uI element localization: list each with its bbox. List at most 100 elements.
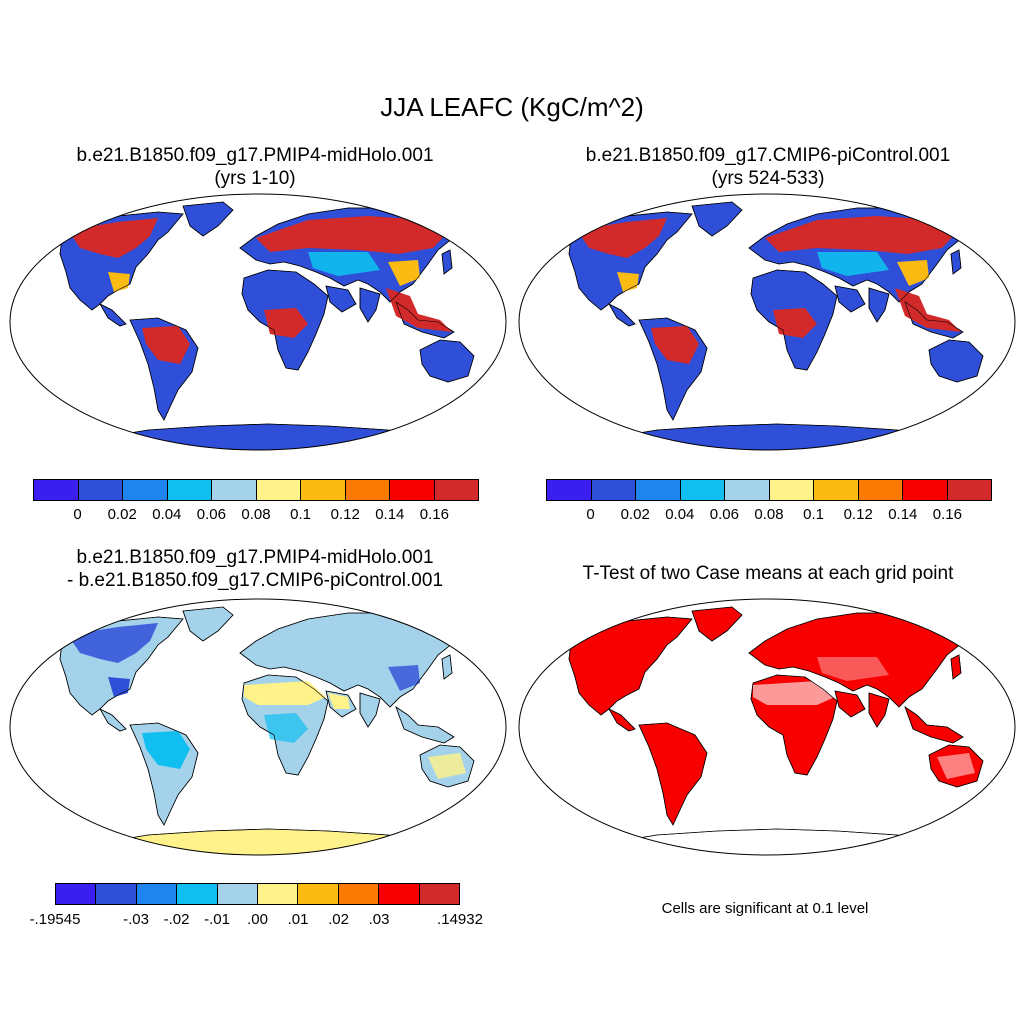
panel-title-line1: T-Test of two Case means at each grid po… <box>582 563 954 584</box>
colorbar-swatch <box>338 884 380 904</box>
coastline-japan <box>441 249 453 275</box>
region-amazon <box>142 731 190 769</box>
colorbar-swatch <box>947 480 991 500</box>
panel-title-line2: (yrs 524-533) <box>711 168 825 189</box>
coastline-seAsia <box>395 706 455 744</box>
region-seAsiaT <box>895 288 961 332</box>
panel-title-ttest: T-Test of two Case means at each grid po… <box>518 562 1018 585</box>
colorbar-swatch <box>345 480 390 500</box>
region-chinaS <box>388 665 420 691</box>
region-amazon <box>142 326 190 364</box>
region-seAsiaT <box>386 288 452 332</box>
figure-title: JJA LEAFC (KgC/m^2) <box>380 92 644 122</box>
colorbar-difference <box>55 883 460 905</box>
colorbar-swatch <box>390 480 435 500</box>
colorbar-tick-label: .02 <box>328 911 349 928</box>
colorbar-swatch <box>177 884 218 904</box>
colorbar-tick-label: 0.04 <box>152 506 182 523</box>
coastline-centralAmerica <box>99 303 127 327</box>
map-picontrol <box>518 193 1016 451</box>
coastline-japan <box>950 249 962 275</box>
colorbar-swatch <box>298 884 339 904</box>
colorbar-tick-label: 0.04 <box>665 506 695 523</box>
coastline-arabia <box>834 285 866 313</box>
coastline-europeAsia <box>239 207 464 303</box>
colorbar-labels-difference: -.19545 -.03 -.02 -.01 .00 .01 .02 .03 .14932 <box>30 911 483 931</box>
colorbar-swatch <box>136 884 178 904</box>
colorbar-swatch <box>636 480 681 500</box>
coastline-india <box>359 692 381 728</box>
colorbar-swatch <box>34 480 79 500</box>
coastline-northAmerica <box>568 616 693 716</box>
panel-title-line1: b.e21.B1850.f09_g17.PMIP4-midHolo.001 <box>76 145 434 166</box>
colorbar-swatch <box>56 884 97 904</box>
map-border <box>518 193 1016 451</box>
panel-title-line1: b.e21.B1850.f09_g17.PMIP4-midHolo.001 <box>76 547 434 568</box>
region-amazon <box>651 326 699 364</box>
colorbar-swatch <box>547 480 592 500</box>
colorbar-swatch <box>217 884 259 904</box>
coastline-southAmerica <box>638 722 708 826</box>
coastline-africa <box>241 269 329 371</box>
map-border <box>9 193 507 451</box>
panel-title-midholo: b.e21.B1850.f09_g17.PMIP4-midHolo.001 (y… <box>5 144 505 190</box>
coastline-seAsia <box>904 301 964 339</box>
map-border <box>9 598 507 856</box>
coastline-northAmerica <box>59 211 184 311</box>
coastline-australia <box>419 339 475 383</box>
colorbar-tick-label: -.03 <box>123 911 149 928</box>
colorbar-tick-label: 0 <box>586 506 595 523</box>
region-borealEA <box>256 216 448 254</box>
map-border <box>518 598 1016 856</box>
region-congo <box>773 308 817 338</box>
colorbar-swatch <box>814 480 859 500</box>
region-sahara <box>753 681 835 705</box>
coastline-africa <box>750 269 838 371</box>
colorbar-picontrol <box>546 479 992 501</box>
colorbar-swatch <box>96 884 137 904</box>
colorbar-swatch <box>78 480 123 500</box>
panel-title-difference: b.e21.B1850.f09_g17.PMIP4-midHolo.001 - … <box>5 546 505 592</box>
colorbar-swatch <box>434 480 478 500</box>
colorbar-tick-label: 0.12 <box>843 506 873 523</box>
colorbar-tick-label: 0.06 <box>196 506 226 523</box>
coastline-southAmerica <box>638 317 708 421</box>
coastline-india <box>868 692 890 728</box>
coastline-southAmerica <box>129 317 199 421</box>
colorbar-tick-label: -.19545 <box>29 911 81 928</box>
colorbar-tick-label: -.02 <box>163 911 190 928</box>
colorbar-tick-label: 0.06 <box>709 506 739 523</box>
coastline-europeAsia <box>748 612 973 708</box>
colorbar-tick-label: 0 <box>73 506 82 523</box>
coastline-europeAsia <box>239 612 464 708</box>
map-ttest <box>518 598 1016 856</box>
coastline-japan <box>950 654 962 680</box>
panel-title-line2: - b.e21.B1850.f09_g17.CMIP6-piControl.00… <box>66 570 444 591</box>
colorbar-tick-label: -.01 <box>204 911 230 928</box>
region-ausD <box>937 753 975 779</box>
region-ausD <box>428 753 466 779</box>
colorbar-swatch <box>591 480 636 500</box>
coastline-greenland <box>182 201 234 237</box>
coastline-centralAmerica <box>608 303 636 327</box>
colorbar-tick-label: 0.1 <box>803 506 825 523</box>
coastline-northAmerica <box>568 211 693 311</box>
coastline-india <box>359 287 381 323</box>
panel-title-line1: b.e21.B1850.f09_g17.CMIP6-piControl.001 <box>585 145 951 166</box>
colorbar-swatch <box>167 480 212 500</box>
coastline-arabia <box>325 285 357 313</box>
colorbar-swatch <box>858 480 903 500</box>
coastline-australia <box>928 339 984 383</box>
coastline-greenland <box>182 606 234 642</box>
coastline-seAsia <box>395 301 455 339</box>
colorbar-tick-label: 0.1 <box>290 506 312 523</box>
colorbar-tick-label: 0.02 <box>620 506 650 523</box>
significance-note: Cells are significant at 0.1 level <box>661 900 869 917</box>
colorbar-tick-label: 0.08 <box>241 506 271 523</box>
region-sahara <box>244 681 326 705</box>
region-arabiaD <box>328 693 350 709</box>
colorbar-tick-label: 0.16 <box>419 506 449 523</box>
colorbar-tick-label: .14932 <box>437 911 483 928</box>
coastline-australia <box>419 744 475 788</box>
colorbar-tick-label: 0.02 <box>107 506 137 523</box>
